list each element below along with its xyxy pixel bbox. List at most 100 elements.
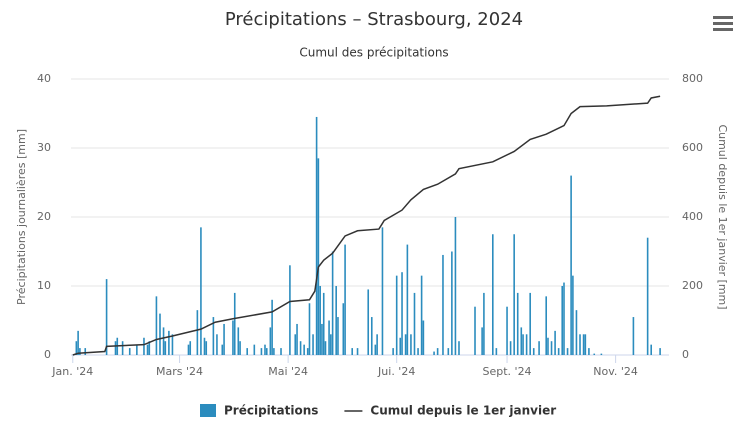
y2-tick-label: 800 bbox=[682, 72, 703, 85]
bar bbox=[216, 334, 218, 355]
bar bbox=[148, 341, 151, 355]
bar bbox=[260, 348, 263, 355]
x-tick-label: Mars '24 bbox=[156, 365, 203, 378]
bar bbox=[162, 327, 165, 355]
bar bbox=[584, 334, 587, 355]
bar bbox=[308, 303, 311, 355]
bar bbox=[538, 341, 540, 355]
line bbox=[72, 95, 661, 356]
chart-subtitle: Cumul des précipitations bbox=[299, 46, 448, 60]
menu-bar bbox=[713, 28, 733, 31]
bar bbox=[554, 330, 556, 355]
bar bbox=[557, 348, 560, 355]
bar bbox=[563, 282, 565, 355]
y-tick-label: 20 bbox=[37, 210, 51, 223]
bar bbox=[232, 320, 234, 355]
bar bbox=[593, 353, 596, 355]
legend-label: Cumul depuis le 1er janvier bbox=[370, 404, 556, 418]
bar bbox=[436, 348, 439, 355]
legend-swatch bbox=[200, 404, 216, 417]
bar bbox=[306, 348, 309, 355]
bar bbox=[322, 292, 325, 355]
bar bbox=[328, 320, 330, 355]
bar bbox=[458, 341, 460, 355]
bar bbox=[271, 299, 273, 355]
bar bbox=[337, 317, 339, 355]
menu-bar bbox=[713, 22, 733, 25]
bar bbox=[451, 251, 453, 355]
legend-label: Précipitations bbox=[224, 404, 318, 418]
chart-title: Précipitations – Strasbourg, 2024 bbox=[225, 9, 523, 30]
bar bbox=[367, 289, 370, 355]
bar bbox=[420, 275, 423, 355]
y2-tick-label: 600 bbox=[682, 141, 703, 154]
bar bbox=[474, 306, 476, 355]
bar bbox=[650, 344, 653, 355]
bar bbox=[659, 348, 661, 355]
bar bbox=[513, 234, 515, 355]
bar bbox=[212, 317, 215, 355]
bar bbox=[506, 306, 508, 355]
bar bbox=[84, 348, 87, 355]
bar bbox=[77, 330, 79, 355]
bar bbox=[433, 351, 435, 355]
bar bbox=[273, 348, 275, 355]
bar bbox=[289, 265, 291, 355]
bar bbox=[171, 334, 174, 355]
bar bbox=[164, 341, 167, 355]
x-tick-label: Mai '24 bbox=[268, 365, 308, 378]
bar bbox=[447, 348, 450, 355]
bar bbox=[342, 303, 345, 355]
bar bbox=[187, 344, 190, 355]
bar bbox=[395, 275, 398, 355]
bar bbox=[356, 348, 359, 355]
bar bbox=[155, 296, 158, 355]
bar bbox=[143, 337, 145, 355]
bar bbox=[299, 341, 302, 355]
bar bbox=[221, 344, 224, 355]
bar bbox=[404, 334, 407, 355]
bar bbox=[330, 334, 332, 355]
bar bbox=[237, 327, 240, 355]
bar bbox=[264, 344, 266, 355]
x-tick-label: Nov. '24 bbox=[593, 365, 638, 378]
menu-button[interactable] bbox=[713, 16, 733, 31]
y-axis-label: Précipitations journalières [mm] bbox=[15, 129, 28, 305]
bar bbox=[495, 348, 498, 355]
bar bbox=[483, 292, 485, 355]
bar bbox=[572, 275, 574, 355]
bar bbox=[588, 348, 590, 355]
bar bbox=[114, 341, 117, 355]
bar bbox=[392, 348, 394, 355]
menu-bar bbox=[713, 16, 733, 19]
x-tick-label: Sept. '24 bbox=[483, 365, 532, 378]
bar bbox=[265, 348, 268, 355]
bar bbox=[632, 317, 635, 355]
bar bbox=[525, 334, 528, 355]
bar bbox=[159, 313, 161, 355]
bar bbox=[561, 286, 564, 355]
bar bbox=[516, 292, 519, 355]
bar bbox=[317, 158, 320, 355]
bar bbox=[294, 334, 297, 355]
bar bbox=[136, 344, 138, 355]
bar bbox=[374, 344, 377, 355]
y2-tick-label: 200 bbox=[682, 279, 703, 292]
bar bbox=[422, 320, 425, 355]
x-tick-label: Jui. '24 bbox=[377, 365, 415, 378]
bar bbox=[269, 327, 272, 355]
bar bbox=[200, 227, 202, 355]
bar bbox=[522, 334, 524, 355]
bar bbox=[529, 292, 531, 355]
bar bbox=[75, 341, 78, 355]
bar bbox=[105, 279, 108, 355]
bar bbox=[481, 327, 483, 355]
bar bbox=[196, 310, 199, 355]
bar bbox=[280, 348, 282, 355]
bar bbox=[376, 334, 378, 355]
y2-tick-label: 0 bbox=[682, 348, 689, 361]
bar bbox=[253, 344, 256, 355]
bar bbox=[509, 341, 512, 355]
bar bbox=[399, 337, 402, 355]
